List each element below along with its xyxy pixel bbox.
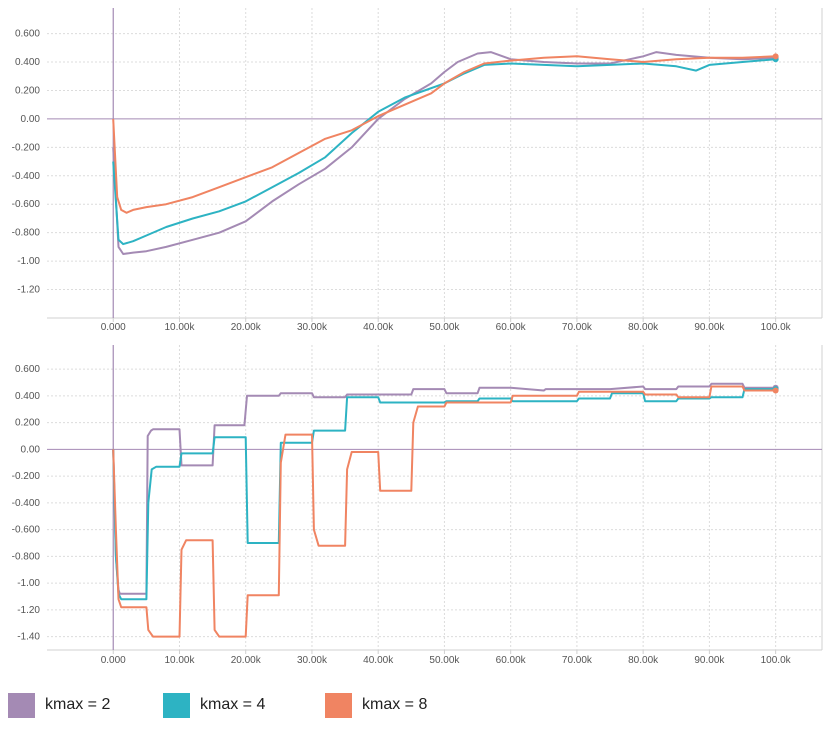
- legend-item-kmax-2[interactable]: kmax = 2: [8, 690, 110, 720]
- top-x-tick-label: 90.00k: [694, 322, 725, 333]
- top-x-tick-label: 60.00k: [496, 322, 527, 333]
- top-x-tick-label: 20.00k: [231, 322, 262, 333]
- bottom-x-tick-label: 30.00k: [297, 655, 328, 666]
- bottom-y-tick-label: -0.200: [12, 471, 41, 482]
- bottom-x-tick-label: 40.00k: [363, 655, 394, 666]
- bottom-y-tick-label: -0.800: [12, 551, 41, 562]
- bottom-y-tick-label: 0.00: [21, 444, 41, 455]
- legend: kmax = 2 kmax = 4 kmax = 8: [0, 690, 830, 720]
- bottom-x-tick-label: 10.00k: [164, 655, 195, 666]
- bottom-x-tick-label: 80.00k: [628, 655, 659, 666]
- top-y-tick-label: -0.800: [12, 228, 41, 239]
- bottom-x-tick-label: 90.00k: [694, 655, 725, 666]
- bottom-x-tick-label: 70.00k: [562, 655, 593, 666]
- top-x-tick-label: 80.00k: [628, 322, 659, 333]
- legend-swatch-kmax-2: [8, 692, 35, 718]
- legend-swatch-kmax-4: [163, 692, 190, 718]
- bottom-series-kmax-2: [112, 382, 776, 595]
- top-x-tick-label: 100.0k: [761, 322, 792, 333]
- bottom-y-tick-label: -0.400: [12, 498, 41, 509]
- top-x-tick-label: 50.00k: [429, 322, 460, 333]
- bottom-x-tick-label: 0.000: [101, 655, 126, 666]
- top-endpoint-kmax-8: [772, 53, 779, 60]
- legend-label-kmax-2: kmax = 2: [45, 696, 111, 713]
- bottom-y-tick-label: 0.600: [15, 364, 40, 375]
- bottom-endpoint-kmax-8: [772, 387, 779, 394]
- legend-item-kmax-4[interactable]: kmax = 4: [163, 690, 265, 720]
- top-x-tick-label: 40.00k: [363, 322, 394, 333]
- legend-item-kmax-8[interactable]: kmax = 8: [325, 690, 427, 720]
- top-y-tick-label: -1.00: [17, 256, 40, 267]
- bottom-series-kmax-8: [112, 385, 776, 638]
- bottom-y-tick-label: -1.00: [17, 578, 40, 589]
- legend-label-kmax-8: kmax = 8: [362, 696, 428, 713]
- top-y-tick-label: -0.600: [12, 199, 41, 210]
- bottom-y-tick-label: -1.40: [17, 632, 40, 643]
- bottom-y-tick-label: 0.200: [15, 418, 40, 429]
- bottom-y-tick-label: -0.600: [12, 525, 41, 536]
- bottom-series-kmax-4: [112, 388, 776, 601]
- bottom-x-tick-label: 50.00k: [429, 655, 460, 666]
- top-series-kmax-4: [112, 58, 776, 246]
- top-x-tick-label: 10.00k: [164, 322, 195, 333]
- bottom-x-tick-label: 100.0k: [761, 655, 792, 666]
- top-y-tick-label: 0.600: [15, 29, 40, 40]
- legend-label-kmax-4: kmax = 4: [200, 696, 266, 713]
- top-y-tick-label: 0.00: [21, 114, 41, 125]
- bottom-x-tick-label: 20.00k: [231, 655, 262, 666]
- top-y-tick-label: -1.20: [17, 285, 40, 296]
- charts-canvas: 0.600 0.400 0.200 0.00 -0.200 -0.400 -0.600 -0.…: [12, 8, 823, 666]
- top-x-tick-label: 70.00k: [562, 322, 593, 333]
- top-series-kmax-2: [112, 51, 776, 255]
- top-line-chart: 0.600 0.400 0.200 0.00 -0.200 -0.400 -0.600 -0.…: [12, 8, 823, 333]
- legend-swatch-kmax-8: [325, 692, 352, 718]
- top-y-tick-label: -0.200: [12, 142, 41, 153]
- bottom-y-tick-label: 0.400: [15, 391, 40, 402]
- bottom-x-tick-label: 60.00k: [496, 655, 527, 666]
- top-series-kmax-8: [112, 55, 776, 214]
- top-y-tick-label: 0.200: [15, 85, 40, 96]
- bottom-line-chart: 0.600 0.400 0.200 0.00 -0.200 -0.400 -0.600 -0.…: [12, 345, 823, 666]
- top-y-tick-label: -0.400: [12, 171, 41, 182]
- top-x-tick-label: 0.000: [101, 322, 126, 333]
- bottom-y-tick-label: -1.20: [17, 605, 40, 616]
- top-y-tick-label: 0.400: [15, 57, 40, 68]
- top-x-tick-label: 30.00k: [297, 322, 328, 333]
